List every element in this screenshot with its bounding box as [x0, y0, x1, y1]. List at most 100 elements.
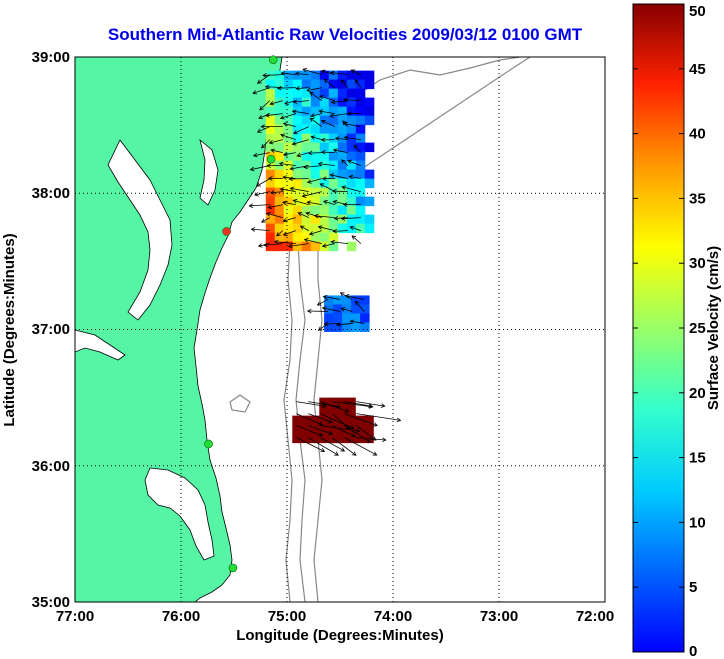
velocity-arrow: [341, 186, 361, 193]
velocity-cell: [274, 133, 285, 144]
velocity-arrow: [356, 437, 386, 441]
colorbar-tick-label: 10: [689, 514, 706, 531]
velocity-cell: [301, 169, 312, 180]
velocity-arrowhead: [323, 200, 328, 205]
velocity-arrow: [274, 241, 296, 245]
velocity-cell: [292, 106, 303, 117]
velocity-arrow: [307, 201, 322, 206]
velocity-cell: [274, 241, 285, 252]
velocity-cell: [328, 115, 339, 126]
velocity-cell: [301, 196, 312, 207]
velocity-arrowhead: [320, 69, 326, 74]
velocity-arrowhead: [254, 192, 259, 197]
x-tick-label: 73:00: [480, 608, 518, 625]
velocity-arrowhead: [344, 294, 350, 299]
velocity-cell: [301, 133, 312, 144]
velocity-arrow: [353, 144, 362, 153]
colorbar-ticks: 0 5 10 15 20 25 30 35 40 45 50: [633, 3, 706, 659]
colorbar-label: Surface Velocity (cm/s): [705, 246, 722, 410]
velocity-arrowhead: [306, 200, 312, 205]
velocity-arrowhead: [329, 113, 335, 118]
velocity-arrowhead: [321, 403, 327, 409]
velocity-cell: [346, 178, 357, 189]
plot-frame: [74, 56, 606, 603]
velocity-cell: [364, 106, 375, 117]
velocity-cell: [265, 214, 276, 225]
velocity-cell: [364, 115, 375, 126]
velocity-cell: [274, 106, 285, 117]
velocity-arrow: [332, 413, 351, 430]
velocity-arrow: [350, 226, 361, 232]
velocity-arrow: [296, 87, 309, 89]
velocity-arrow: [309, 92, 323, 101]
velocity-cell: [283, 133, 294, 144]
y-tick-labels: 35:00 36:00 37:00 38:00 39:00: [32, 49, 70, 611]
velocity-cell: [355, 88, 366, 99]
velocity-arrowhead: [321, 176, 327, 181]
velocity-arrow: [288, 243, 309, 247]
velocity-arrow: [283, 152, 296, 156]
colorbar-tick-label: 15: [689, 450, 706, 467]
velocity-cell: [328, 187, 339, 198]
colorbar-tick-label: 25: [689, 320, 706, 337]
velocity-cell: [301, 79, 312, 90]
velocity-cell: [328, 223, 339, 234]
velocity-cell: [265, 232, 276, 243]
velocity-arrowhead: [318, 432, 324, 437]
velocity-cell: [319, 241, 330, 252]
velocity-arrowhead: [297, 212, 303, 217]
colorbar-tick-label: 5: [689, 579, 697, 596]
velocity-arrowhead: [309, 92, 314, 97]
velocity-cell: [355, 142, 366, 153]
station-marker: [228, 563, 238, 573]
velocity-arrow: [251, 228, 270, 232]
velocity-arrowhead: [248, 203, 254, 208]
velocity-cell: [265, 223, 276, 234]
velocity-cell: [324, 322, 334, 332]
velocity-cell: [355, 133, 366, 144]
velocity-arrowhead: [280, 71, 286, 76]
colorbar-tick-label: 40: [689, 126, 706, 143]
velocity-arrowhead: [347, 159, 352, 165]
velocity-cell: [265, 124, 276, 135]
velocity-cell: [265, 115, 276, 126]
velocity-arrowhead: [296, 152, 302, 158]
velocity-cell: [301, 205, 312, 216]
velocity-cell: [283, 106, 294, 117]
velocity-cell: [342, 304, 352, 314]
velocity-arrow: [321, 120, 335, 127]
velocity-cell: [324, 295, 334, 305]
velocity-arrowhead: [317, 161, 323, 167]
velocity-cell: [310, 196, 321, 207]
velocity-cell: [355, 106, 366, 117]
velocity-cell: [333, 322, 343, 332]
velocity-arrowhead: [264, 113, 270, 118]
velocity-arrow: [344, 413, 378, 426]
velocity-arrowhead: [340, 216, 346, 221]
velocity-arrow: [333, 230, 348, 232]
velocity-arrow: [320, 437, 345, 452]
y-tick-label: 36:00: [32, 458, 70, 475]
velocity-arrow: [336, 323, 353, 326]
velocity-cell: [301, 415, 311, 426]
velocity-cell: [283, 115, 294, 126]
velocity-arrow: [283, 217, 296, 222]
colorbar-tick-label: 20: [689, 385, 706, 402]
velocity-cell: [364, 415, 374, 426]
velocity-cell: [319, 187, 330, 198]
velocity-arrow: [269, 139, 283, 144]
velocity-cell: [346, 169, 357, 180]
velocity-arrowhead: [334, 451, 339, 456]
station-markers: [204, 55, 278, 573]
velocity-arrow: [323, 200, 335, 206]
velocity-arrow: [331, 241, 348, 245]
velocity-arrow: [280, 113, 296, 119]
velocity-cell: [337, 223, 348, 234]
velocity-arrow: [308, 401, 341, 408]
velocity-arrowhead: [260, 124, 265, 129]
velocity-arrow: [333, 201, 348, 206]
velocity-cell: [364, 79, 375, 90]
velocity-arrow: [355, 301, 365, 312]
velocity-cell: [346, 160, 357, 171]
velocity-arrow: [330, 113, 348, 117]
